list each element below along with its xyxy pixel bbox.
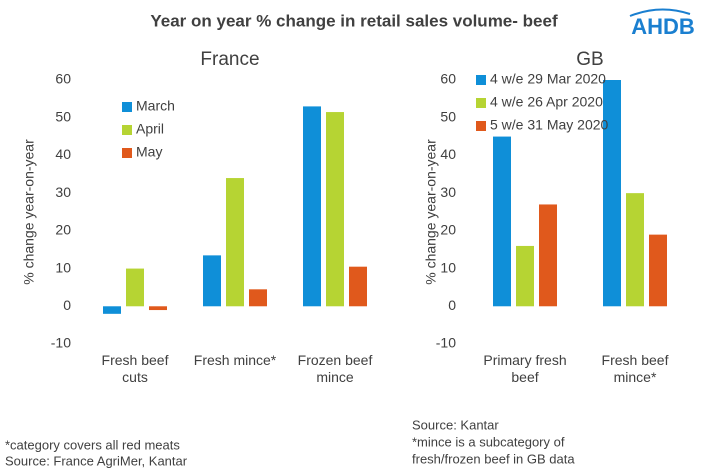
legend-label: 4 w/e 29 Mar 2020 — [490, 71, 606, 87]
page-title: Year on year % change in retail sales vo… — [150, 11, 558, 30]
footnote: Source: Kantar — [412, 417, 499, 432]
logo: AHDB — [631, 14, 695, 39]
y-tick-label: 30 — [55, 184, 71, 200]
logo-arc — [629, 8, 691, 17]
y-tick-label: 30 — [440, 184, 456, 200]
bar — [349, 266, 367, 307]
bar — [516, 245, 534, 307]
y-tick-label: 10 — [55, 259, 71, 275]
bar — [493, 136, 511, 307]
footnote: *mince is a subcategory of — [412, 434, 565, 449]
y-tick-label: 60 — [55, 71, 71, 87]
legend-swatch — [122, 102, 132, 112]
legend-label: May — [136, 144, 162, 160]
bar — [649, 234, 667, 307]
y-tick-label: 20 — [440, 222, 456, 238]
bar — [226, 178, 244, 307]
bar — [126, 268, 144, 307]
footnote: fresh/frozen beef in GB data — [412, 451, 575, 466]
y-tick-label: 50 — [55, 108, 71, 124]
y-tick-label: 40 — [55, 146, 71, 162]
y-tick-label: 10 — [440, 259, 456, 275]
legend-swatch — [476, 121, 486, 131]
subplot-title: France — [200, 49, 259, 70]
y-tick-label: 0 — [63, 297, 71, 313]
bar — [103, 306, 121, 314]
subplot-title: GB — [576, 49, 603, 70]
y-tick-label: 40 — [440, 146, 456, 162]
x-tick-label: Frozen beef mince — [297, 352, 373, 385]
legend-label: 5 w/e 31 May 2020 — [490, 117, 609, 133]
footnote: Source: France AgriMer, Kantar — [5, 453, 188, 468]
y-axis-label: % change year-on-year — [423, 139, 439, 285]
legend-label: March — [136, 98, 175, 114]
bar — [303, 106, 321, 307]
y-tick-label: 20 — [55, 222, 71, 238]
legend-swatch — [122, 148, 132, 158]
x-tick-label: Fresh beef cuts — [101, 352, 169, 385]
bar — [326, 112, 344, 307]
y-tick-label: -10 — [51, 335, 71, 351]
y-tick-label: -10 — [436, 335, 456, 351]
y-tick-label: 0 — [448, 297, 456, 313]
y-tick-label: 50 — [440, 108, 456, 124]
x-tick-label: Primary fresh beef — [483, 352, 567, 385]
bar — [539, 204, 557, 307]
bar — [249, 289, 267, 307]
bar — [626, 193, 644, 307]
legend-label: 4 w/e 26 Apr 2020 — [490, 94, 603, 110]
legend-swatch — [122, 125, 132, 135]
y-axis-label: % change year-on-year — [21, 139, 37, 285]
x-tick-label: Fresh mince* — [193, 352, 277, 368]
legend-label: April — [136, 121, 164, 137]
legend-swatch — [476, 98, 486, 108]
legend-swatch — [476, 75, 486, 85]
bar — [203, 255, 221, 307]
bar — [603, 80, 621, 307]
bar — [149, 306, 167, 311]
x-tick-label: Fresh beef mince* — [601, 352, 669, 385]
footnote: *category covers all red meats — [5, 437, 180, 452]
y-tick-label: 60 — [440, 71, 456, 87]
